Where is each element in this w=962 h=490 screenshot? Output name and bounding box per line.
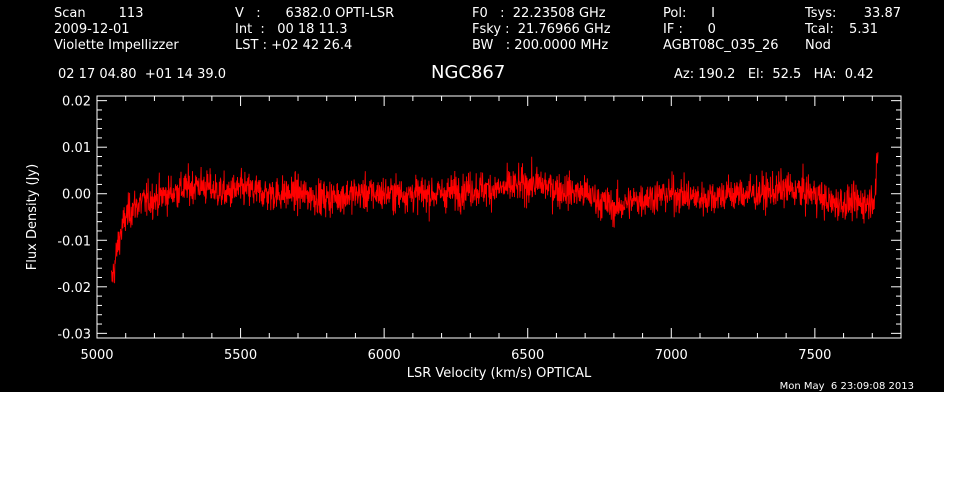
tcal-value: 5.31 [849, 22, 878, 37]
spectrum-trace [110, 152, 879, 284]
integration-time: Int : 00 18 11.3 [235, 22, 348, 37]
plot-frame [96, 95, 902, 339]
tsys-label: Tsys: [805, 6, 837, 21]
y-tick-label: -0.02 [57, 281, 91, 296]
x-axis-title: LSR Velocity (km/s) OPTICAL [407, 366, 592, 381]
rest-frequency: F0 : 22.23508 GHz [472, 6, 606, 21]
plot-timestamp: Mon May 6 23:09:08 2013 [779, 381, 914, 392]
spectrum-chart: 5000 5500 6000 6500 7000 7500 0.02 0.01 0.00 -0.0… [25, 95, 902, 381]
tsys-value: 33.87 [863, 6, 901, 21]
y-tick-label: -0.03 [57, 327, 91, 342]
x-tick-label: 5000 [80, 348, 113, 363]
observation-date: 2009-12-01 [54, 22, 130, 37]
ticks-layer: 5000 5500 6000 6500 7000 7500 0.02 0.01 0.00 -0.0… [57, 95, 902, 363]
y-tick-label: 0.01 [62, 141, 91, 156]
y-tick-label: -0.01 [57, 234, 91, 249]
x-tick-label: 6000 [368, 348, 401, 363]
x-tick-label: 6500 [511, 348, 544, 363]
sky-frequency: Fsky : 21.76966 GHz [472, 22, 611, 37]
tcal-label: Tcal: [805, 22, 834, 37]
nod-label: Nod [805, 38, 831, 53]
y-tick-label: 0.02 [62, 95, 91, 110]
az-el-ha: Az: 190.2 El: 52.5 HA: 0.42 [674, 67, 874, 82]
source-name: NGC867 [431, 62, 506, 83]
velocity-info: V : 6382.0 OPTI-LSR [235, 6, 395, 21]
x-tick-label: 5500 [224, 348, 257, 363]
if-number: IF : 0 [663, 22, 716, 37]
observer-name: Violette Impellizzer [54, 38, 179, 53]
y-axis-title: Flux Density (Jy) [25, 164, 40, 270]
scan-number: Scan 113 [54, 6, 144, 21]
polarization: Pol: I [663, 6, 715, 21]
y-tick-label: 0.00 [62, 188, 91, 203]
project-id: AGBT08C_035_26 [663, 38, 779, 53]
bandwidth: BW : 200.0000 MHz [472, 38, 609, 53]
x-tick-label: 7000 [655, 348, 688, 363]
x-tick-label: 7500 [798, 348, 831, 363]
source-coordinates: 02 17 04.80 +01 14 39.0 [58, 67, 227, 82]
lst-info: LST : +02 42 26.4 [235, 38, 353, 53]
trace-layer [110, 152, 879, 284]
